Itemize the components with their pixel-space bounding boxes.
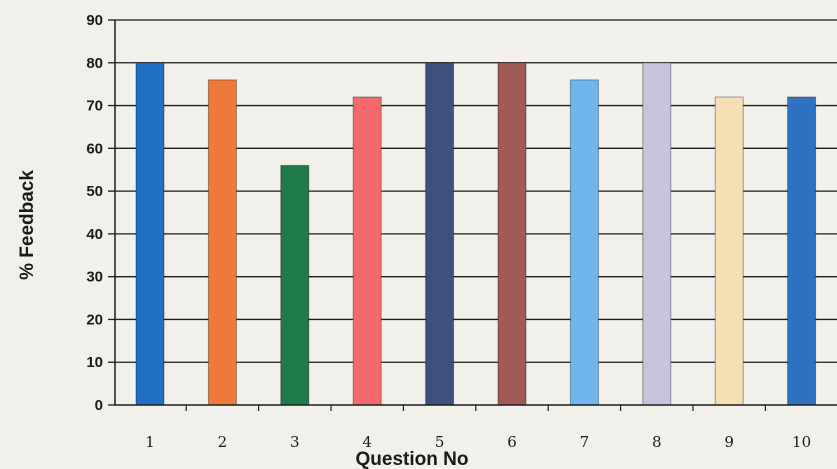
y-tick-labels: 0 10 20 30 40 50 60 70 80 90 xyxy=(86,12,103,414)
bar-question-4 xyxy=(352,96,382,406)
bar-question-7 xyxy=(569,79,599,406)
x-tick-label: 2 xyxy=(218,433,228,451)
y-tick-label: 30 xyxy=(86,269,103,286)
bar-question-2 xyxy=(207,79,237,406)
x-tick-label: 7 xyxy=(580,433,590,451)
bar-question-1 xyxy=(135,62,165,406)
y-tick-label: 80 xyxy=(86,55,103,72)
y-tick-label: 90 xyxy=(86,12,103,29)
bar-question-10 xyxy=(787,96,817,406)
x-tick-label: 3 xyxy=(290,433,300,451)
x-tick-label: 1 xyxy=(145,433,155,451)
y-axis-title: % Feedback xyxy=(17,170,38,280)
y-tick-label: 0 xyxy=(95,397,103,414)
x-tick-label: 10 xyxy=(792,433,811,451)
x-tick-label: 9 xyxy=(724,433,734,451)
x-tick-label: 8 xyxy=(652,433,662,451)
x-tick-label: 5 xyxy=(435,433,445,451)
y-tick-label: 70 xyxy=(86,98,103,115)
y-tick-label: 50 xyxy=(86,183,103,200)
y-tick-label: 60 xyxy=(86,140,103,157)
bar-question-9 xyxy=(714,96,744,406)
y-tick-label: 20 xyxy=(86,311,103,328)
axes xyxy=(108,19,837,411)
x-tick-label: 6 xyxy=(507,433,517,451)
bar-question-8 xyxy=(642,62,672,406)
bar-question-3 xyxy=(280,164,310,406)
bars xyxy=(135,62,817,406)
bar-question-5 xyxy=(425,62,455,406)
y-tick-label: 40 xyxy=(86,226,103,243)
y-tick-label: 10 xyxy=(86,354,103,371)
bar-question-6 xyxy=(497,62,527,406)
x-axis-title: Question No xyxy=(356,449,469,469)
x-tick-label: 4 xyxy=(362,433,372,451)
x-tick-labels: 1 2 3 4 5 6 7 8 9 10 xyxy=(145,433,811,451)
